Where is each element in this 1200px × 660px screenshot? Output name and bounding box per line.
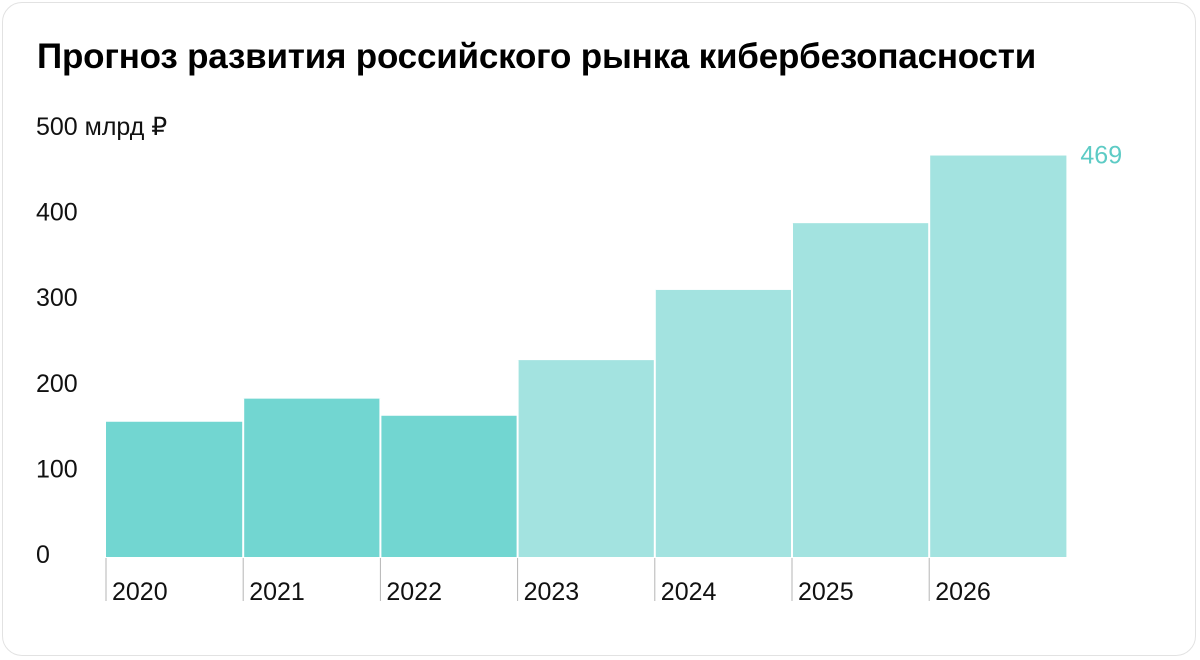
y-tick-label: 500 млрд ₽ — [36, 113, 167, 141]
x-tick-label: 2022 — [386, 578, 442, 606]
x-tick-label: 2020 — [112, 578, 168, 606]
bar-2026 — [929, 155, 1067, 557]
data-label: 469 — [1080, 142, 1122, 170]
y-tick-label: 100 — [36, 455, 78, 483]
chart-title: Прогноз развития российского рынка кибер… — [37, 37, 1037, 76]
bar-2021 — [243, 398, 381, 557]
y-tick-label: 400 — [36, 199, 78, 227]
bar-2022 — [380, 415, 518, 557]
bar-2024 — [654, 289, 792, 557]
y-tick-label: 0 — [36, 541, 50, 569]
x-tick-label: 2025 — [798, 578, 854, 606]
bar-2023 — [517, 360, 655, 557]
x-tick-label: 2021 — [249, 578, 305, 606]
x-tick-label: 2026 — [935, 578, 991, 606]
bar-2020 — [106, 421, 244, 557]
y-tick-label: 300 — [36, 284, 78, 312]
bar-2025 — [792, 223, 930, 557]
x-tick-label: 2023 — [524, 578, 580, 606]
x-tick-label: 2024 — [661, 578, 717, 606]
y-tick-label: 200 — [36, 370, 78, 398]
